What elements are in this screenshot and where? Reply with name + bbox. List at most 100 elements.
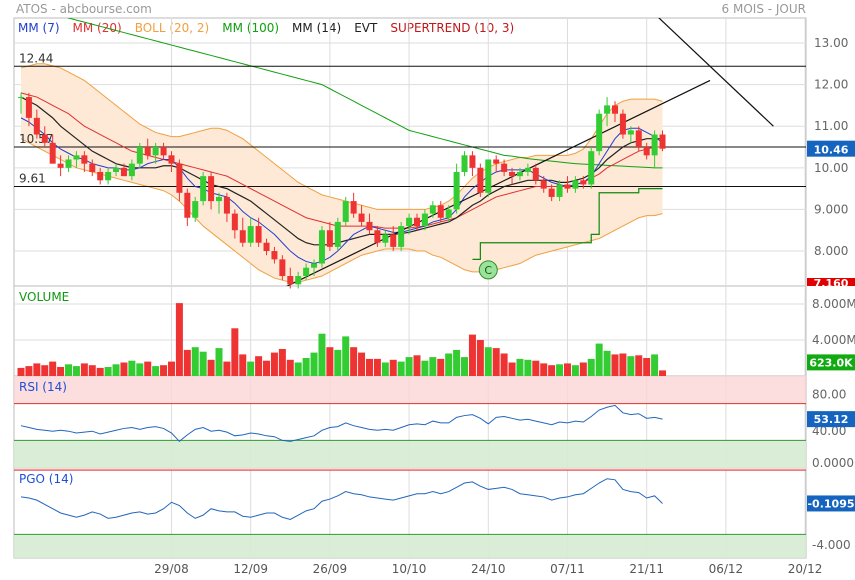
candle-body (564, 184, 571, 189)
volume-bar (33, 363, 41, 376)
volume-bar (80, 363, 88, 376)
candle-body (279, 259, 286, 277)
candle-body (453, 171, 460, 210)
candle-body (57, 163, 64, 168)
mm100-line (66, 18, 663, 169)
volume-bar (508, 362, 516, 376)
candle-body (651, 134, 658, 156)
candle-body (643, 147, 650, 156)
volume-bar (41, 365, 49, 376)
volume-bar (255, 356, 263, 376)
candle-body (120, 167, 127, 177)
volume-bar (223, 361, 231, 376)
last-price-label: 10.46 (814, 144, 849, 157)
volume-bar (207, 359, 215, 376)
volume-bar (278, 349, 286, 376)
volume-bar (468, 334, 476, 376)
candle-body (627, 130, 634, 135)
volume-tick-label: 4.000M (812, 333, 855, 347)
annotation-circle (478, 260, 498, 280)
candle-body (509, 171, 516, 177)
candle-body (516, 171, 523, 177)
pgo-last-badge (807, 495, 855, 512)
volume-bar (136, 363, 144, 376)
x-tick-label: 12/09 (233, 562, 268, 576)
legend-item-5: EVT (354, 21, 378, 35)
volume-bar (57, 367, 65, 376)
volume-bar (104, 367, 112, 376)
low-edge-badge (807, 278, 855, 286)
last-price-badge (807, 140, 855, 157)
chart-title: ATOS - abcbourse.com (16, 2, 152, 16)
volume-bar (294, 362, 302, 376)
candle-body (160, 147, 167, 156)
volume-bar (619, 353, 627, 376)
candle-body (81, 155, 88, 164)
x-tick-label: 06/12 (709, 562, 744, 576)
volume-bar (263, 360, 271, 376)
volume-bar (548, 365, 556, 376)
volume-bar (144, 361, 152, 376)
x-tick-label: 07/11 (550, 562, 585, 576)
candle-body (406, 217, 413, 227)
rsi-last-badge (807, 411, 855, 428)
volume-bar (152, 366, 160, 376)
pgo-lower-zone (14, 534, 806, 558)
volume-bar (381, 362, 389, 376)
volume-bar (556, 364, 564, 376)
volume-bar (500, 353, 508, 376)
candle-body (192, 201, 199, 218)
volume-bar (445, 353, 453, 376)
candle-body (136, 147, 143, 164)
candle-body (89, 163, 96, 172)
candle-body (255, 226, 262, 243)
plot-frame (13, 17, 807, 559)
volume-bar (579, 362, 587, 376)
volume-bar (25, 366, 33, 376)
volume-bar (532, 360, 540, 376)
candle-body (604, 105, 611, 114)
volume-last-badge (807, 354, 855, 371)
candle-body (208, 176, 215, 202)
trendline-1 (658, 18, 774, 127)
volume-bar (516, 358, 524, 376)
candle-body (619, 113, 626, 135)
volume-bar (365, 358, 373, 376)
x-tick-label: 20/12 (788, 562, 823, 576)
candle-body (168, 155, 175, 164)
candle-body (366, 221, 373, 231)
volume-bar (191, 347, 199, 376)
candle-body (612, 105, 618, 114)
volume-bar (651, 354, 659, 376)
volume-bar (350, 347, 358, 376)
rsi-tick-label: 40.00 (812, 424, 846, 438)
volume-bar (49, 361, 57, 376)
volume-bar (342, 336, 350, 376)
candle-body (659, 134, 666, 149)
rsi-upper-zone (14, 376, 806, 404)
volume-bar (17, 367, 25, 376)
candle-body (33, 117, 40, 135)
volume-bar (247, 361, 255, 376)
candle-body (247, 226, 254, 243)
candle-body (295, 276, 302, 285)
legend-item-0: MM (7) (18, 21, 60, 35)
mm7-line (20, 117, 663, 265)
volume-bar (128, 360, 136, 376)
volume-bar (405, 357, 413, 376)
candle-body (342, 201, 349, 222)
volume-bar (461, 357, 469, 376)
candle-body (65, 159, 72, 168)
volume-bar (643, 358, 651, 376)
candle-body (382, 234, 389, 243)
legend-item-4: MM (14) (292, 21, 342, 35)
volume-bar (239, 354, 247, 376)
candle-body (105, 171, 112, 181)
candle-body (334, 221, 341, 247)
candle-body (485, 159, 492, 193)
price-tick-label: 12.00 (814, 78, 848, 92)
candle-body (374, 230, 381, 243)
volume-bar (421, 360, 429, 376)
volume-bar (183, 349, 191, 376)
volume-bar (120, 362, 128, 376)
